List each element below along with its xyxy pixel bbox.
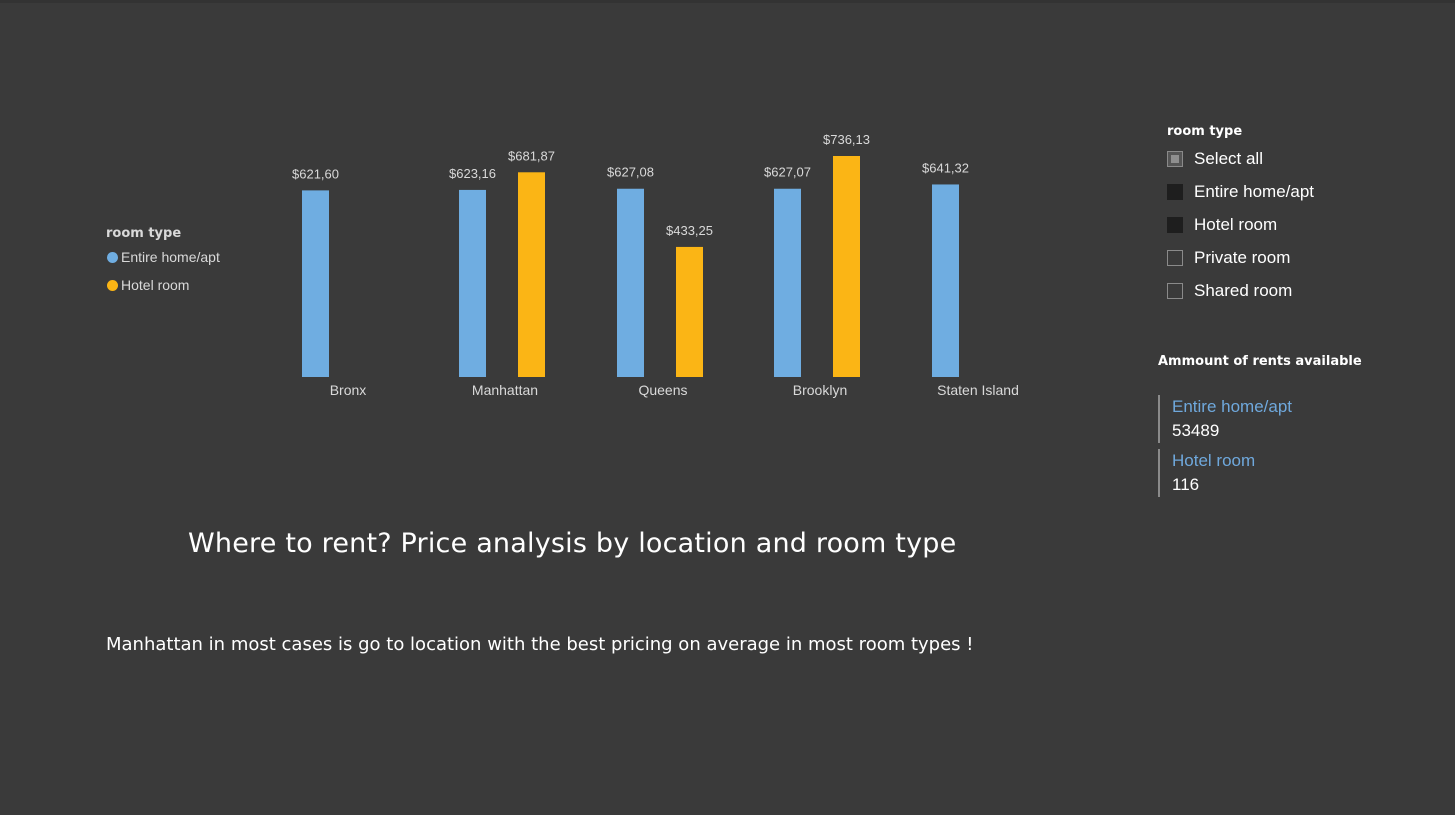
bar-bronx-0[interactable]: [302, 190, 329, 377]
kpi-value: 116: [1172, 475, 1200, 494]
x-tick-label: Staten Island: [937, 382, 1019, 398]
top-edge: [0, 0, 1455, 3]
kpi-value: 53489: [1172, 421, 1220, 440]
x-tick-label: Bronx: [330, 382, 367, 398]
slicer-item-private-room[interactable]: Private room: [1167, 248, 1290, 268]
data-label: $681,87: [508, 148, 555, 163]
legend-label: Entire home/apt: [121, 249, 220, 265]
data-label: $621,60: [292, 166, 339, 181]
slicer-title: room type: [1167, 124, 1243, 139]
bar-manhattan-0[interactable]: [459, 189, 486, 377]
slicer-item-entire-home[interactable]: Entire home/apt: [1167, 182, 1314, 202]
slicer-item-label: Shared room: [1194, 281, 1293, 300]
bar-queens-0[interactable]: [617, 188, 644, 377]
x-tick-label: Queens: [638, 382, 687, 398]
x-tick-label: Manhattan: [472, 382, 538, 398]
checkbox-partial-icon[interactable]: [1167, 151, 1183, 167]
insight-text: Manhattan in most cases is go to locatio…: [106, 634, 974, 655]
checkbox-checked-icon[interactable]: [1167, 217, 1183, 233]
legend-dot-icon: [107, 251, 118, 263]
data-label: $433,25: [666, 223, 713, 238]
checkbox-empty-icon[interactable]: [1167, 283, 1183, 299]
slicer-item-label: Hotel room: [1194, 215, 1278, 234]
x-tick-label: Brooklyn: [793, 382, 847, 398]
kpi-label: Entire home/apt: [1172, 397, 1293, 416]
bar-queens-1[interactable]: [676, 246, 703, 377]
data-label: $623,16: [449, 166, 496, 181]
slicer-item-select-all[interactable]: Select all: [1167, 149, 1263, 169]
bar-manhattan-1[interactable]: [518, 172, 545, 377]
page-title: Where to rent? Price analysis by locatio…: [188, 528, 957, 559]
kpi-label: Hotel room: [1172, 451, 1256, 470]
legend-dot-icon: [107, 279, 118, 291]
checkbox-empty-icon[interactable]: [1167, 250, 1183, 266]
legend-item-entire-home[interactable]: Entire home/apt: [107, 249, 220, 265]
slicer-item-shared-room[interactable]: Shared room: [1167, 281, 1292, 301]
bar-brooklyn-0[interactable]: [774, 188, 801, 377]
slicer-item-hotel-room[interactable]: Hotel room: [1167, 215, 1277, 235]
data-label: $627,08: [607, 165, 654, 180]
kpi-hotel-room: Hotel room 116: [1158, 449, 1255, 497]
bar-chart: $621,60 Bronx $623,16 $681,87 Manhattan $627,…: [292, 132, 1019, 398]
bar-brooklyn-1[interactable]: [833, 156, 860, 377]
data-label: $641,32: [922, 160, 969, 175]
slicer-item-label: Entire home/apt: [1194, 182, 1315, 201]
slicer-item-label: Private room: [1194, 248, 1291, 267]
legend-title: room type: [106, 226, 182, 241]
card-title: Ammount of rents available: [1158, 354, 1362, 369]
legend-label: Hotel room: [121, 277, 190, 293]
data-label: $736,13: [823, 132, 870, 147]
slicer-item-label: Select all: [1194, 149, 1263, 168]
legend-item-hotel-room[interactable]: Hotel room: [107, 277, 189, 293]
data-label: $627,07: [764, 165, 811, 180]
kpi-entire-home: Entire home/apt 53489: [1158, 395, 1292, 443]
bar-staten-island-0[interactable]: [932, 184, 959, 377]
checkbox-checked-icon[interactable]: [1167, 184, 1183, 200]
